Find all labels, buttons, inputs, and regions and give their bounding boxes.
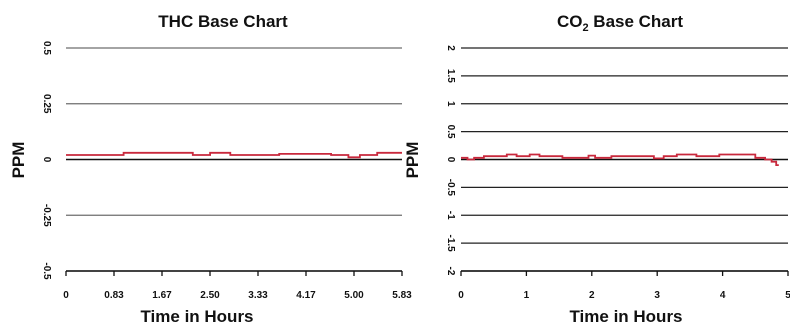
y-tick-label: -1.5 [445, 235, 456, 253]
y-tick-label: 1 [445, 101, 456, 107]
y-tick-label: -2 [445, 267, 456, 276]
y-tick-label: 2 [445, 45, 456, 51]
thc-base-chart: THC Base Chart PPM Time in Hours 0.5 0.25… [9, 12, 412, 326]
x-tick-label: 1.67 [152, 290, 172, 301]
co2-base-chart: CO2 Base Chart PPM Time in Hours 21.510.… [403, 12, 790, 326]
x-tick-label: 5.83 [392, 290, 412, 301]
y-tick-label: 1.5 [445, 69, 456, 83]
x-tick-label: 3 [654, 290, 660, 301]
x-tick-label: 4.17 [296, 290, 316, 301]
series-line [66, 151, 402, 159]
y-tick-label: 0 [41, 157, 52, 163]
y-tick-label: -0.25 [41, 204, 52, 227]
y-tick-label: -1 [445, 211, 456, 220]
x-tick-label: 2 [589, 290, 595, 301]
chart-title-suffix: Base Chart [589, 12, 684, 31]
y-axis-label: PPM [403, 142, 422, 179]
y-tick-label: -0.5 [445, 179, 456, 197]
x-tick-label: 1 [524, 290, 530, 301]
x-axis-label: Time in Hours [569, 307, 682, 326]
x-tick-label: 0.83 [104, 290, 124, 301]
x-axis-label: Time in Hours [140, 307, 253, 326]
x-tick-label: 3.33 [248, 290, 268, 301]
y-tick-label: -0.5 [41, 262, 52, 280]
x-tick-label: 0 [458, 290, 464, 301]
series-line [461, 153, 779, 167]
x-tick-label: 4 [720, 290, 726, 301]
x-tick-label: 5.00 [344, 290, 364, 301]
y-axis-label: PPM [9, 142, 28, 179]
y-tick-label: 0.5 [41, 41, 52, 55]
y-tick-label: 0.5 [445, 125, 456, 139]
x-tick-label: 2.50 [200, 290, 220, 301]
y-tick-label: 0 [445, 157, 456, 163]
chart-title: CO2 Base Chart [557, 12, 683, 34]
chart-title: THC Base Chart [158, 12, 288, 31]
chart-title-main: CO [557, 12, 583, 31]
x-tick-label: 5 [785, 290, 790, 301]
y-tick-label: 0.25 [41, 94, 52, 114]
x-tick-label: 0 [63, 290, 69, 301]
chart-title-subscript: 2 [582, 22, 588, 34]
